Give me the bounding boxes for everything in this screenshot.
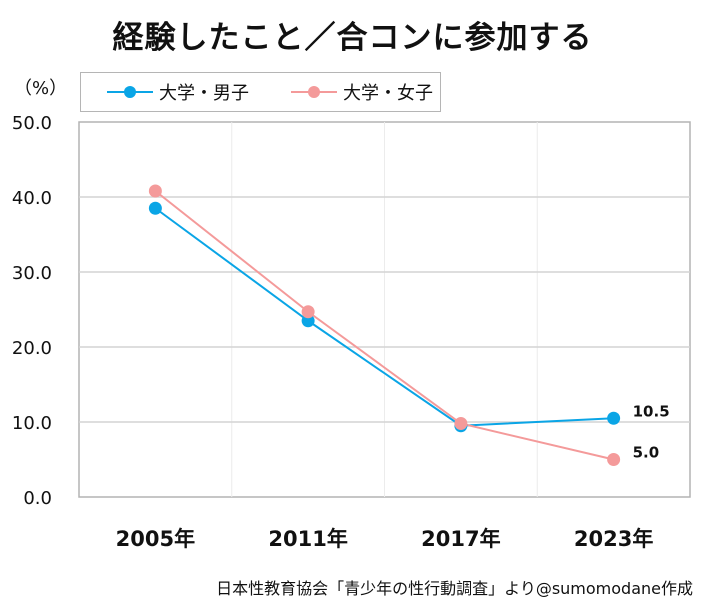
x-tick-label: 2005年 <box>116 527 195 551</box>
legend: 大学・男子 大学・女子 <box>80 72 441 112</box>
x-tick-label: 2017年 <box>421 527 500 551</box>
data-point <box>607 411 621 425</box>
legend-item-female: 大学・女子 <box>291 73 433 110</box>
data-point <box>301 314 315 328</box>
legend-item-male: 大学・男子 <box>107 73 249 110</box>
series-line-0 <box>154 207 614 427</box>
legend-label-female: 大学・女子 <box>343 82 433 104</box>
data-point <box>301 305 315 319</box>
data-point <box>454 417 468 430</box>
y-tick-label: 10.0 <box>12 413 52 434</box>
data-point <box>148 184 162 198</box>
source-note: 日本性教育協会「青少年の性行動調査」より@sumomodane作成 <box>216 579 693 598</box>
data-label: 10.5 <box>633 402 670 420</box>
y-tick-label: 20.0 <box>12 338 52 359</box>
legend-marker-female <box>308 85 320 98</box>
data-label: 5.0 <box>633 444 660 462</box>
legend-line-male <box>107 85 153 98</box>
legend-marker-male <box>124 85 136 98</box>
chart-title: 経験したこと／合コンに参加する <box>112 20 593 56</box>
series-line-1 <box>154 190 614 461</box>
y-tick-label: 0.0 <box>23 488 52 509</box>
y-tick-label: 30.0 <box>12 263 52 284</box>
x-tick-label: 2023年 <box>574 527 653 551</box>
x-tick-label: 2011年 <box>268 527 347 551</box>
data-point <box>148 201 162 215</box>
y-unit-label: （%） <box>14 78 68 99</box>
data-point <box>607 453 621 466</box>
legend-label-male: 大学・男子 <box>159 82 249 104</box>
legend-line-female <box>291 85 337 98</box>
y-tick-label: 50.0 <box>12 113 52 134</box>
y-tick-label: 40.0 <box>12 188 52 209</box>
